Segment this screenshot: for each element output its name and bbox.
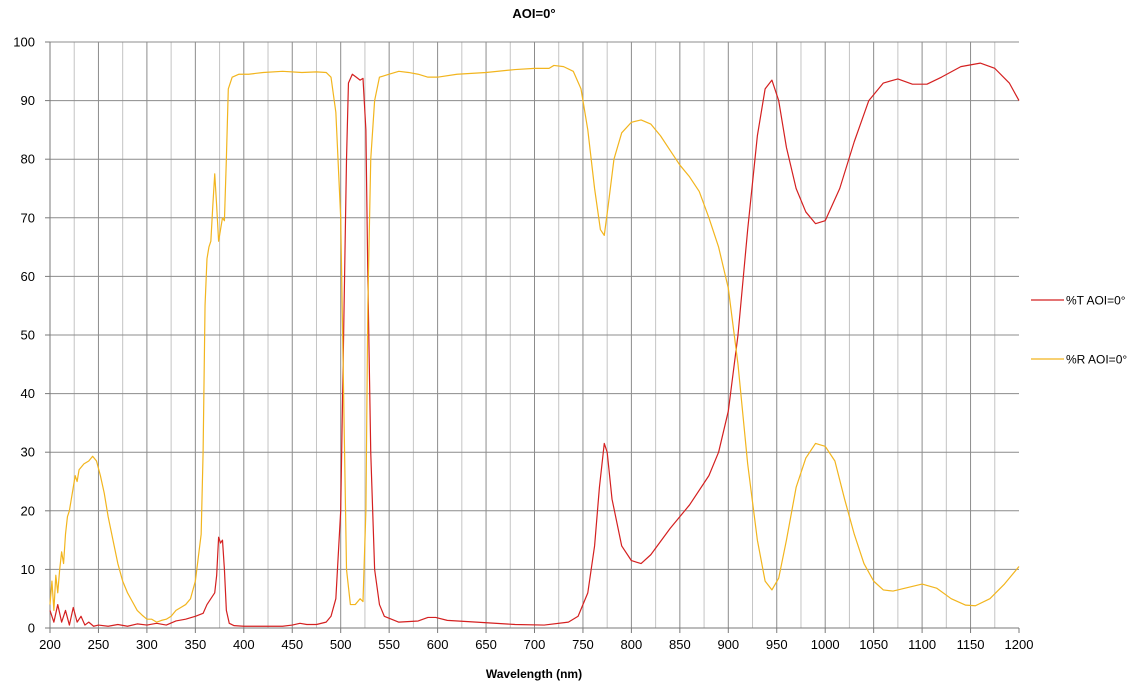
legend-entry-reflection: %R AOI=0° bbox=[1066, 353, 1127, 367]
y-tick-label: 10 bbox=[21, 562, 35, 577]
x-tick-label: 950 bbox=[766, 637, 788, 652]
x-tick-label: 1100 bbox=[908, 637, 936, 652]
x-tick-label: 650 bbox=[475, 637, 497, 652]
axes bbox=[45, 41, 1020, 633]
x-tick-label: 700 bbox=[524, 637, 546, 652]
y-tick-label: 20 bbox=[21, 503, 35, 518]
series-line-transmission bbox=[49, 62, 1020, 627]
series-lines bbox=[49, 62, 1020, 627]
y-tick-label: 60 bbox=[21, 269, 35, 284]
x-tick-labels: 200 250 300 350 400 450 500 550 600 650 700 750 800 8… bbox=[39, 637, 1033, 652]
series-line-reflection bbox=[49, 64, 1020, 623]
x-tick-label: 200 bbox=[39, 637, 61, 652]
x-tick-label: 250 bbox=[88, 637, 110, 652]
y-tick-label: 0 bbox=[28, 621, 35, 636]
x-tick-label: 850 bbox=[669, 637, 691, 652]
y-tick-label: 40 bbox=[21, 386, 35, 401]
x-tick-label: 600 bbox=[427, 637, 449, 652]
x-tick-label: 1200 bbox=[1005, 637, 1034, 652]
x-tick-label: 750 bbox=[572, 637, 594, 652]
x-tick-label: 900 bbox=[717, 637, 739, 652]
chart-title: AOI=0° bbox=[512, 6, 555, 21]
grid bbox=[50, 41, 1019, 628]
x-tick-label: 500 bbox=[330, 637, 352, 652]
x-tick-label: 550 bbox=[378, 637, 400, 652]
legend: %T AOI=0° %R AOI=0° bbox=[1031, 294, 1127, 367]
x-tick-label: 350 bbox=[184, 637, 206, 652]
x-tick-label: 300 bbox=[136, 637, 158, 652]
y-tick-label: 30 bbox=[21, 445, 35, 460]
x-tick-label: 1050 bbox=[859, 637, 888, 652]
x-axis-label: Wavelength (nm) bbox=[486, 667, 582, 681]
x-tick-label: 450 bbox=[281, 637, 303, 652]
y-tick-label: 80 bbox=[21, 152, 35, 167]
x-tick-label: 1000 bbox=[811, 637, 840, 652]
legend-entry-transmission: %T AOI=0° bbox=[1066, 294, 1126, 308]
x-tick-label: 400 bbox=[233, 637, 255, 652]
y-tick-label: 100 bbox=[13, 35, 35, 50]
y-tick-label: 70 bbox=[21, 210, 35, 225]
y-tick-label: 50 bbox=[21, 328, 35, 343]
y-tick-labels: 0 10 20 30 40 50 60 70 80 90 100 bbox=[13, 35, 35, 636]
y-tick-label: 90 bbox=[21, 93, 35, 108]
x-tick-label: 800 bbox=[621, 637, 643, 652]
x-tick-label: 1150 bbox=[957, 637, 985, 652]
